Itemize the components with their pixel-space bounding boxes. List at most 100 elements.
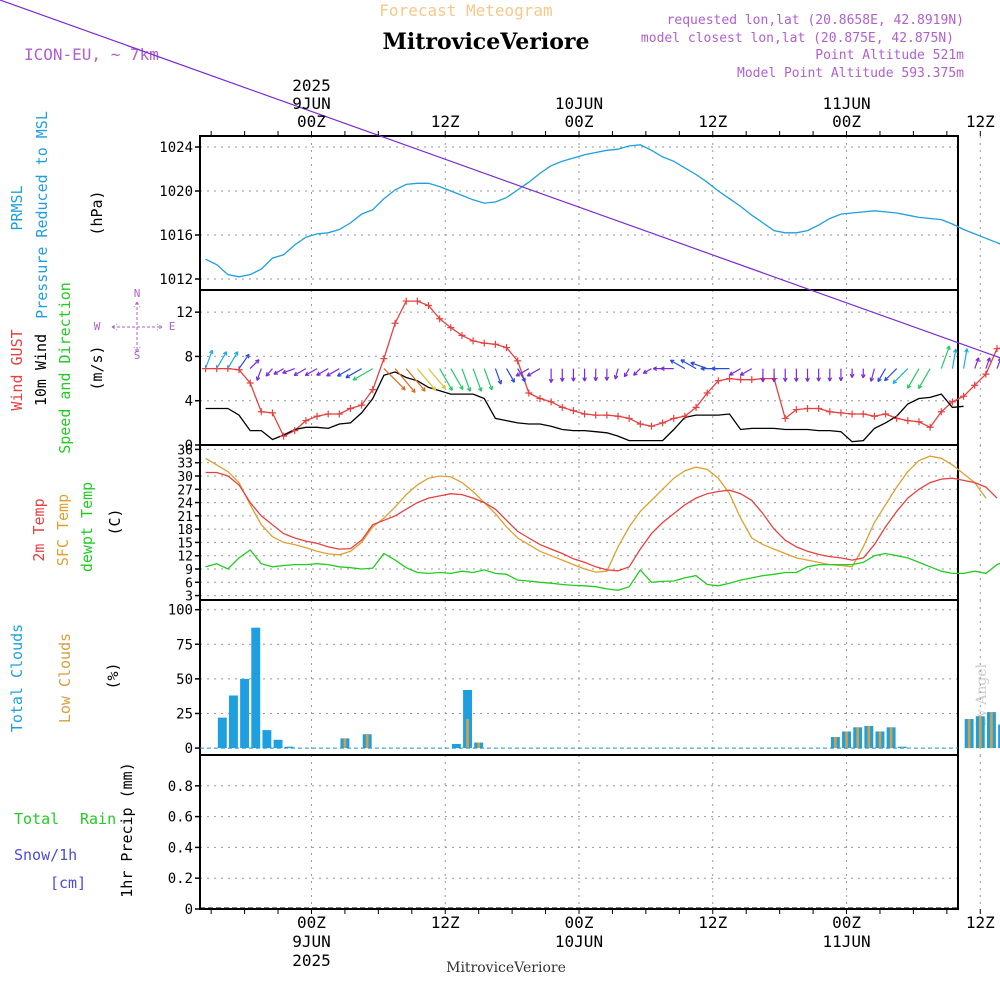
gust-marker	[369, 386, 377, 394]
wind-arrow-head	[669, 359, 675, 364]
wind-arrow-head	[316, 371, 321, 376]
wind-arrow	[416, 368, 437, 391]
wind-arrow-shaft	[614, 368, 619, 380]
y-tick-label: 0.4	[168, 840, 193, 856]
wind-arrow	[273, 368, 284, 375]
time-label-bottom: 11JUN	[822, 932, 870, 951]
low-cloud-bar	[856, 727, 860, 749]
wind-arrow-shaft	[623, 368, 630, 378]
wind-arrow-head	[633, 371, 638, 376]
gust-marker	[458, 331, 466, 339]
time-label-top: 2025	[292, 76, 331, 95]
wind-arrow	[428, 368, 446, 390]
wind-arrow	[962, 348, 969, 369]
wind-arrow-shaft	[680, 359, 697, 370]
low-cloud-bar	[343, 738, 347, 749]
page-title: MitroviceVeriore	[383, 29, 590, 55]
wind-arrow	[940, 345, 951, 369]
low-cloud-bar	[845, 731, 848, 749]
wind-arrow	[216, 351, 228, 369]
gust-marker	[346, 404, 354, 412]
wind-arrow-head	[771, 378, 777, 383]
gust-marker	[280, 432, 288, 440]
temp-2m-label: 2m Temp	[30, 498, 48, 561]
wind-arrow-head	[515, 372, 521, 377]
y-tick-label: 0.8	[168, 779, 193, 795]
wind-arrow	[660, 366, 674, 371]
wind-arrow-head	[431, 386, 437, 391]
time-label-bottom: 12Z	[966, 913, 995, 932]
wind-arrow	[345, 368, 362, 379]
wind-arrow-shaft	[643, 368, 652, 374]
wind-arrow-head	[975, 357, 980, 362]
wind-arrow-head	[728, 371, 734, 376]
time-label-top: 00Z	[297, 112, 326, 131]
precip-unit: 1hr Precip (mm)	[118, 762, 136, 897]
gust-marker	[848, 410, 856, 418]
wind-arrow	[0, 0, 1000, 359]
compass-letter: W	[94, 320, 101, 333]
gust-marker	[436, 315, 444, 323]
wind-arrow-head	[559, 377, 565, 382]
sfc-temp-line	[205, 455, 987, 573]
wind-arrow	[869, 368, 875, 382]
wind-arrow-head	[642, 369, 648, 374]
wind-arrow-shaft	[483, 368, 493, 391]
wind-arrow	[494, 368, 503, 385]
wind-arrow	[439, 368, 453, 391]
time-label-top: 12Z	[431, 112, 460, 131]
low-cloud-bar	[365, 734, 369, 749]
y-tick-label: 1024	[159, 140, 193, 156]
footer-location: MitroviceVeriore	[446, 960, 566, 976]
wind-arrow-head	[623, 372, 629, 378]
time-label-top: 00Z	[832, 112, 861, 131]
wind-arrow	[227, 351, 239, 369]
wind-arrow	[642, 368, 652, 374]
wind-arrow-head	[760, 378, 766, 383]
wind-arrow	[282, 368, 295, 375]
gust-marker	[447, 324, 455, 332]
wind-arrow	[892, 368, 909, 384]
wind-arrow	[782, 368, 788, 382]
gust-marker	[926, 423, 934, 431]
wind-arrow-head	[860, 374, 866, 379]
wind-arrow	[838, 368, 844, 382]
wind-arrow	[383, 368, 406, 391]
wind-arrow	[951, 348, 958, 369]
wind-arrow-shaft	[293, 368, 307, 376]
gust-marker	[725, 375, 733, 383]
wind-arrow-head	[466, 387, 472, 392]
wind-arrow-head	[336, 372, 342, 377]
time-label-bottom: 12Z	[698, 913, 727, 932]
wind-arrow-head	[459, 385, 464, 390]
gust-marker	[380, 355, 388, 363]
wind-arrow-head	[478, 387, 483, 392]
gust-label: Wind GUST	[8, 329, 26, 410]
wind-arrow	[249, 359, 260, 370]
wind-arrow-shaft	[526, 368, 541, 377]
wind-arrow	[265, 368, 273, 377]
wind-arrow-head	[441, 384, 446, 390]
wind-arrow	[238, 353, 250, 369]
wind-arrow-head	[352, 376, 358, 381]
time-label-top: 00Z	[565, 112, 594, 131]
wind-arrow-head	[526, 372, 532, 377]
y-tick-label: 1016	[159, 228, 193, 244]
wind-arrow-shaft	[216, 351, 228, 369]
gust-line	[205, 300, 1000, 437]
wind-arrow-head	[986, 357, 991, 362]
y-tick-label: 3	[185, 590, 193, 605]
wind-arrow-head	[255, 359, 260, 364]
wind-arrow-shaft	[729, 368, 741, 376]
total-cloud-label: Total Clouds	[8, 624, 26, 732]
wind-arrow-shaft	[205, 350, 213, 369]
wind-arrow-head	[421, 387, 426, 392]
pressure-panel: 1012 1016 1020 1024	[159, 135, 981, 291]
gust-marker	[714, 377, 722, 385]
time-label-bottom: 12Z	[431, 913, 460, 932]
wind-arrow-head	[245, 353, 250, 359]
gust-marker	[703, 389, 711, 397]
dewpt-line	[205, 549, 1000, 591]
temp-2m-line	[205, 471, 998, 572]
